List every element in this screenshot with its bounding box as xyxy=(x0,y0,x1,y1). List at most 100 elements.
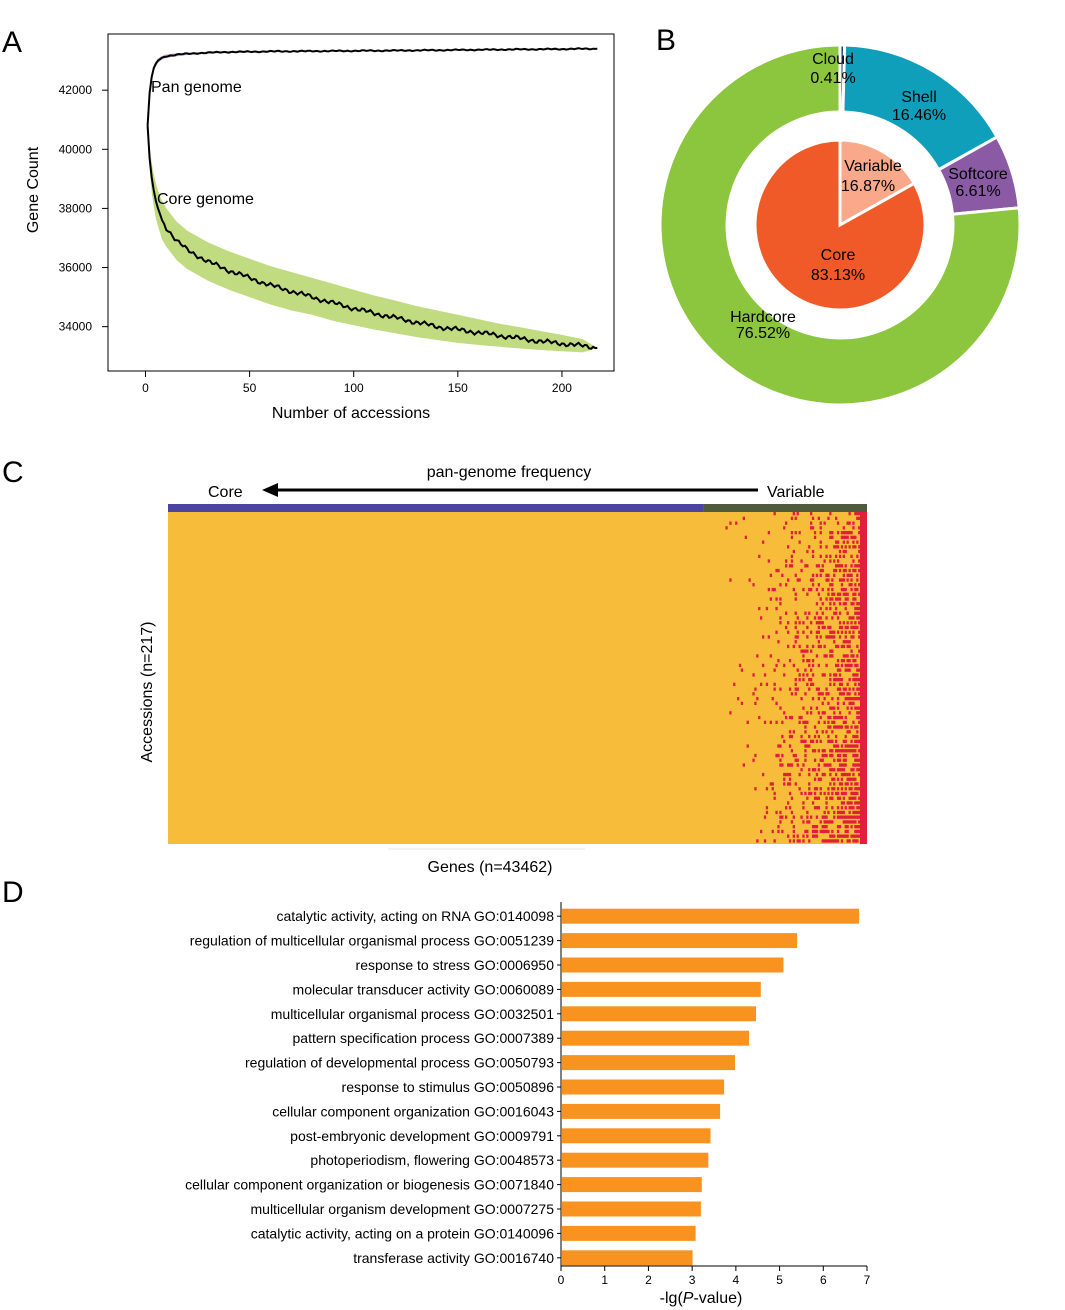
absence-cell xyxy=(790,810,794,815)
absence-cell xyxy=(850,768,853,772)
absence-cell xyxy=(779,758,782,762)
absence-cell xyxy=(858,711,861,715)
absence-cell xyxy=(829,625,832,630)
absence-cell xyxy=(740,668,744,672)
absence-cell xyxy=(800,768,803,772)
absence-cell xyxy=(823,720,826,724)
absence-cell xyxy=(840,839,844,843)
absence-cell xyxy=(840,715,844,720)
absence-cell xyxy=(846,668,849,672)
absence-cell xyxy=(829,535,832,539)
curve-plot-area xyxy=(146,47,598,353)
softcore-label: Softcore xyxy=(948,166,1008,183)
absence-cell xyxy=(836,559,840,563)
absence-cell xyxy=(838,687,842,691)
absence-cell xyxy=(835,839,838,843)
absence-cell xyxy=(850,725,853,729)
panel-label-c: C xyxy=(2,456,24,489)
y-tick-label: 36000 xyxy=(59,261,93,275)
absence-cell xyxy=(829,559,832,563)
absence-cell xyxy=(840,578,844,582)
absence-cell xyxy=(771,787,774,791)
absence-cell xyxy=(840,531,844,535)
absence-cell xyxy=(840,587,844,592)
absence-cell xyxy=(783,772,786,777)
arrow-core-label: Core xyxy=(208,484,243,501)
absence-cell xyxy=(779,602,782,606)
absence-cell xyxy=(785,815,788,819)
absence-cell xyxy=(831,630,834,634)
x-tick-label: 100 xyxy=(344,381,364,395)
absence-cell xyxy=(848,749,851,753)
absence-cell xyxy=(840,791,844,796)
absence-cell xyxy=(854,663,857,668)
absence-cell xyxy=(788,715,792,720)
absence-cell xyxy=(819,777,822,781)
absence-cell xyxy=(790,796,794,800)
absence-cell xyxy=(819,820,822,824)
absence-cell xyxy=(858,787,861,791)
absence-cell xyxy=(848,687,851,691)
y-tick-label: 34000 xyxy=(59,320,93,334)
absence-cell xyxy=(842,720,845,724)
x-tick-label: 150 xyxy=(448,381,468,395)
absence-cell xyxy=(854,820,857,824)
absence-cell xyxy=(773,682,776,686)
absence-cell xyxy=(854,587,857,592)
absence-cell xyxy=(823,829,826,834)
y-tick-label: 38000 xyxy=(59,201,93,215)
absence-cell xyxy=(848,820,851,824)
absence-cell xyxy=(833,611,836,615)
absence-cell xyxy=(838,673,842,677)
absence-cell xyxy=(827,810,830,815)
absence-cell xyxy=(850,787,853,791)
absence-cell xyxy=(852,806,855,810)
absence-cell xyxy=(856,554,859,558)
absent-column-block xyxy=(860,512,867,844)
absence-cell xyxy=(842,739,845,743)
absence-cell xyxy=(858,810,861,815)
absence-cell xyxy=(817,796,820,800)
absence-cell xyxy=(850,573,853,577)
absence-cell xyxy=(794,531,797,535)
absence-cell xyxy=(777,753,780,758)
x-tick-label: 0 xyxy=(142,381,149,395)
absence-cell xyxy=(788,763,792,767)
absence-cell xyxy=(823,749,826,753)
absence-cell xyxy=(835,673,838,677)
absence-cell xyxy=(842,796,845,800)
absence-cell xyxy=(821,621,824,625)
go-term-label: regulation of multicellular organismal p… xyxy=(190,933,554,949)
absence-cell xyxy=(779,810,782,815)
absence-cell xyxy=(846,749,849,753)
absence-cell xyxy=(825,753,828,758)
absence-cell xyxy=(856,758,859,762)
absence-cell xyxy=(838,796,842,800)
absence-cell xyxy=(763,720,767,724)
absence-cell xyxy=(796,763,799,767)
absence-cell xyxy=(852,602,855,606)
absence-cell xyxy=(833,545,836,549)
absence-cell xyxy=(831,592,834,596)
absence-cell xyxy=(811,825,815,829)
absence-cell xyxy=(790,559,794,563)
absence-cell xyxy=(758,715,761,720)
absence-cell xyxy=(813,806,817,810)
absence-cell xyxy=(825,606,828,611)
absence-cell xyxy=(852,810,855,815)
absence-cell xyxy=(844,531,847,535)
genes-axis-label: Genes (n=43462) xyxy=(428,859,553,876)
absence-cell xyxy=(783,673,786,677)
absence-cell xyxy=(835,545,838,549)
absence-cell xyxy=(806,815,809,819)
absence-cell xyxy=(808,659,811,663)
absence-cell xyxy=(844,825,847,829)
absence-cell xyxy=(838,725,842,729)
absence-cell xyxy=(829,834,832,838)
absence-cell xyxy=(854,597,857,601)
absence-cell xyxy=(856,602,859,606)
absence-cell xyxy=(821,758,824,762)
absence-cell xyxy=(852,701,855,705)
absence-cell xyxy=(836,678,840,682)
absence-cell xyxy=(856,768,859,772)
